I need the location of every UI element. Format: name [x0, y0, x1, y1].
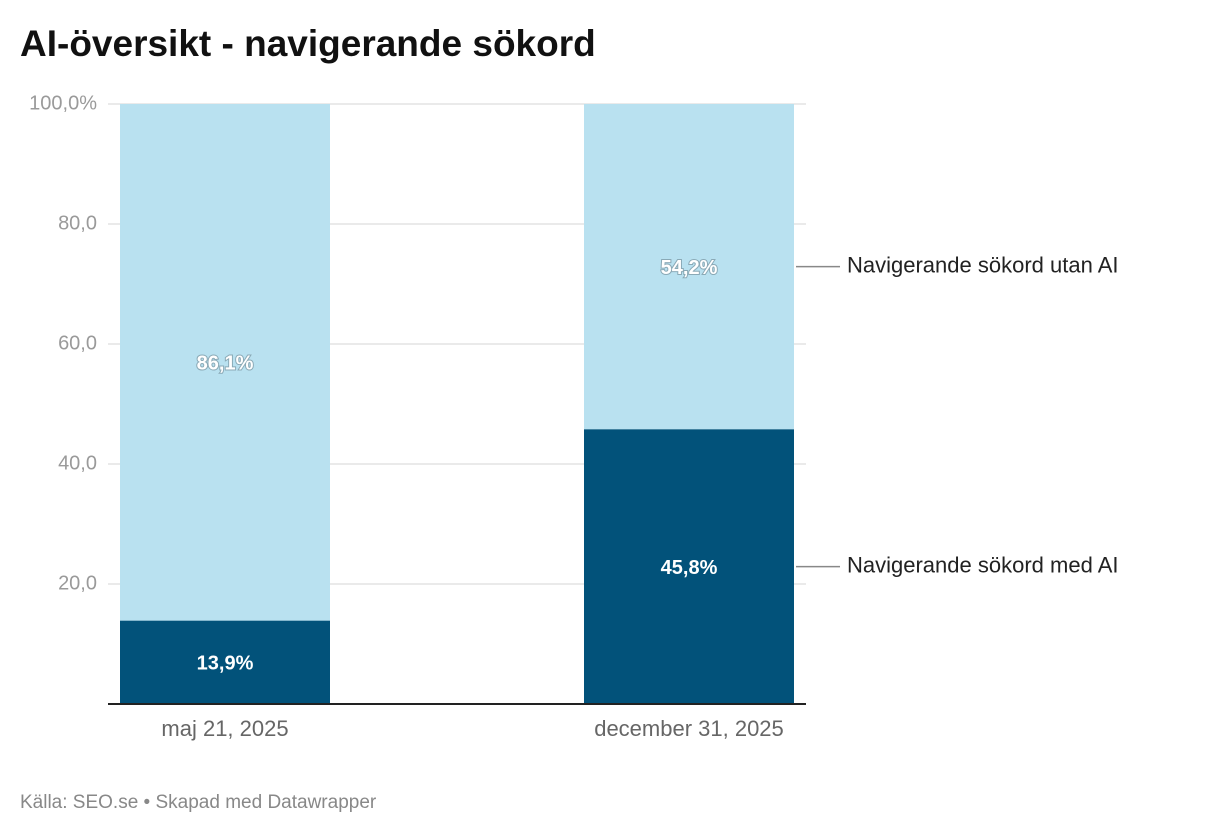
value-label: 45,8% [661, 557, 718, 579]
y-tick-label: 20,0 [58, 572, 97, 594]
x-tick-label: december 31, 2025 [594, 716, 784, 741]
y-tick-label: 100,0% [29, 92, 97, 114]
source-note: Källa: SEO.se • Skapad med Datawrapper [20, 792, 377, 813]
value-label: 13,9% [197, 653, 254, 675]
legend-label: Navigerande sökord med AI [847, 552, 1119, 577]
y-tick-label: 80,0 [58, 212, 97, 234]
bar-segment [584, 104, 794, 430]
bar-segment [584, 429, 794, 704]
chart-title: AI-översikt - navigerande sökord [20, 23, 596, 64]
y-tick-label: 60,0 [58, 332, 97, 354]
value-label: 54,2% [661, 257, 718, 279]
bar-segment [120, 104, 330, 621]
bar-segment [120, 620, 330, 704]
legend-label: Navigerande sökord utan AI [847, 252, 1119, 277]
x-tick-label: maj 21, 2025 [161, 716, 288, 741]
value-label: 86,1% [197, 353, 254, 375]
y-tick-label: 40,0 [58, 452, 97, 474]
